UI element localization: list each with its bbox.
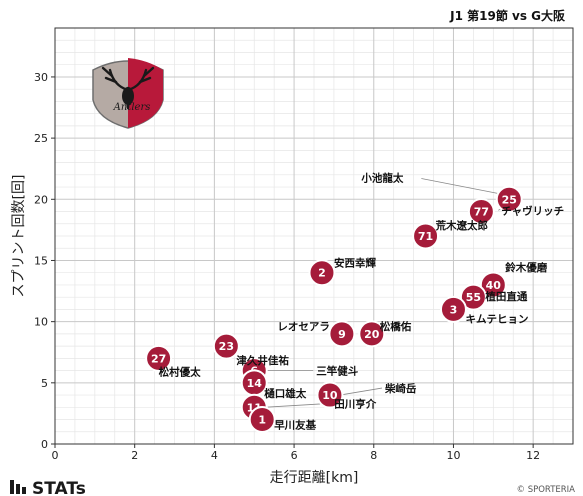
data-point-marker bbox=[308, 259, 336, 287]
chart-title: J1 第19節 vs G大阪 bbox=[449, 8, 566, 23]
stats-brand-text: STATs bbox=[32, 479, 86, 496]
data-point-label: 柴崎岳 bbox=[384, 382, 417, 395]
data-point[interactable]: 27 bbox=[145, 344, 173, 372]
data-point-label: 三竿健斗 bbox=[316, 365, 358, 378]
data-point-label: 松橋佑 bbox=[380, 320, 412, 333]
stats-logo: STATs bbox=[10, 479, 86, 496]
x-axis-ticks: 0 2 4 6 8 10 12 bbox=[52, 444, 540, 462]
data-point-marker bbox=[479, 271, 507, 299]
x-tick-label: 0 bbox=[52, 449, 59, 462]
data-point-number: 40 bbox=[486, 279, 502, 292]
data-point[interactable]: 40 bbox=[479, 271, 507, 299]
stats-logo-mark bbox=[10, 480, 14, 494]
data-point-label: チャヴリッチ bbox=[501, 204, 564, 217]
data-point[interactable]: 55 bbox=[459, 283, 487, 311]
x-tick-label: 6 bbox=[291, 449, 298, 462]
data-point-marker bbox=[495, 185, 523, 213]
y-tick-label: 5 bbox=[41, 377, 48, 390]
data-point[interactable]: 1 bbox=[248, 406, 276, 434]
data-point-marker bbox=[358, 320, 386, 348]
data-point-number: 2 bbox=[318, 267, 326, 280]
data-point-label: 早川友基 bbox=[274, 419, 316, 432]
data-point-label: 荒木遼太郎 bbox=[435, 219, 489, 232]
y-tick-label: 0 bbox=[41, 438, 48, 451]
data-point-marker bbox=[467, 198, 495, 226]
data-point-label: 小池龍太 bbox=[360, 172, 403, 185]
team-logo: Antlers bbox=[92, 58, 164, 129]
data-point[interactable]: 25 bbox=[495, 185, 523, 213]
data-point-label: キムテヒョン bbox=[465, 313, 528, 325]
y-tick-label: 25 bbox=[34, 132, 48, 145]
data-point[interactable]: 71 bbox=[412, 222, 440, 250]
data-point-number: 14 bbox=[247, 377, 263, 390]
data-point-marker bbox=[248, 406, 276, 434]
data-point[interactable]: 77 bbox=[467, 198, 495, 226]
data-point[interactable]: 14 bbox=[240, 369, 268, 397]
x-tick-label: 12 bbox=[526, 449, 540, 462]
data-point-number: 20 bbox=[364, 328, 380, 341]
data-point-marker bbox=[145, 344, 173, 372]
data-point-number: 27 bbox=[151, 352, 166, 365]
y-tick-label: 10 bbox=[34, 316, 48, 329]
data-point-label: 樋口雄太 bbox=[264, 387, 306, 400]
y-tick-label: 30 bbox=[34, 71, 48, 84]
leader-line bbox=[421, 178, 508, 196]
y-axis-label: スプリント回数[回] bbox=[11, 175, 27, 298]
plot-frame bbox=[54, 27, 574, 445]
data-point-marker bbox=[212, 332, 240, 360]
data-point[interactable]: 2 bbox=[308, 259, 336, 287]
data-point[interactable]: 20 bbox=[358, 320, 386, 348]
data-point-marker bbox=[459, 283, 487, 311]
data-point-number: 3 bbox=[450, 303, 458, 316]
data-point-marker bbox=[328, 320, 356, 348]
data-point-number: 9 bbox=[338, 328, 346, 341]
data-point-label: 津久井佳祐 bbox=[236, 354, 289, 367]
data-point-number: 55 bbox=[466, 291, 481, 304]
y-axis-ticks: 0 5 10 15 20 25 30 bbox=[34, 71, 55, 451]
x-tick-label: 10 bbox=[446, 449, 460, 462]
data-point-number: 77 bbox=[474, 206, 489, 219]
data-point-number: 10 bbox=[322, 389, 338, 402]
data-point-number: 25 bbox=[502, 193, 517, 206]
data-point[interactable]: 10 bbox=[316, 381, 344, 409]
data-point-number: 1 bbox=[258, 414, 266, 427]
leader-line bbox=[339, 387, 383, 396]
data-point-label: 植田直通 bbox=[484, 290, 527, 303]
data-point[interactable]: 23 bbox=[212, 332, 240, 360]
copyright: © SPORTERIA bbox=[517, 485, 576, 495]
data-point-number: 71 bbox=[418, 230, 433, 243]
y-tick-label: 20 bbox=[34, 193, 48, 206]
y-tick-label: 15 bbox=[34, 254, 48, 267]
data-point-marker bbox=[316, 381, 344, 409]
data-point-marker bbox=[439, 295, 467, 323]
x-tick-label: 8 bbox=[370, 449, 377, 462]
data-point-label: 松村優太 bbox=[159, 365, 201, 378]
data-point[interactable]: 9 bbox=[328, 320, 356, 348]
data-points: 257771240553920232761410111 bbox=[145, 185, 523, 434]
data-point-label: 鈴木優磨 bbox=[505, 261, 547, 274]
data-point-label: 田川亨介 bbox=[334, 397, 376, 410]
x-tick-label: 2 bbox=[131, 449, 138, 462]
data-point-label: レオセアラ bbox=[277, 321, 330, 333]
data-point[interactable]: 3 bbox=[439, 295, 467, 323]
data-point-label: 安西幸輝 bbox=[334, 257, 376, 270]
data-point-number: 23 bbox=[219, 340, 234, 353]
data-point-marker bbox=[412, 222, 440, 250]
x-axis-label: 走行距離[km] bbox=[270, 469, 359, 486]
x-tick-label: 4 bbox=[211, 449, 218, 462]
logo-text: Antlers bbox=[113, 102, 151, 113]
